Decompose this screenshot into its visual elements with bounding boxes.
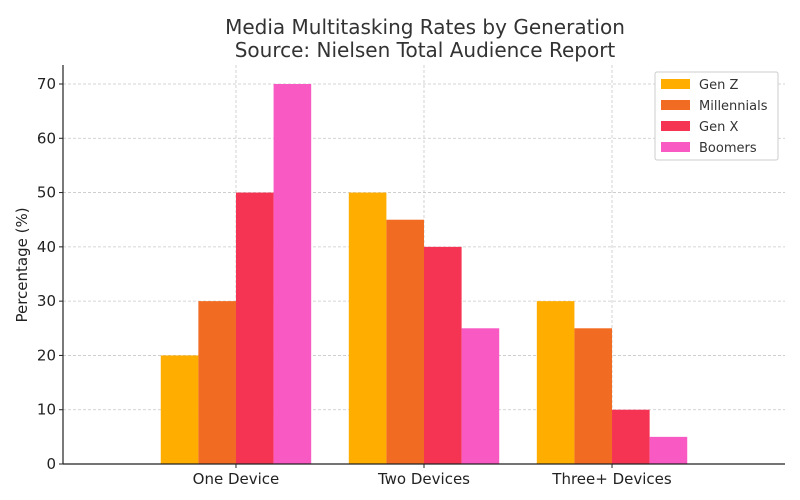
legend-swatch bbox=[661, 121, 690, 131]
y-tick-label: 10 bbox=[37, 401, 56, 419]
axes bbox=[59, 65, 785, 468]
legend-label: Gen Z bbox=[699, 78, 738, 93]
bar-gen-z-0 bbox=[160, 355, 199, 464]
legend-label: Millennials bbox=[699, 99, 768, 114]
y-tick-label: 70 bbox=[37, 75, 56, 93]
bar-gen-x-1 bbox=[424, 246, 462, 464]
legend-frame bbox=[654, 71, 779, 161]
bar-boomers-2 bbox=[649, 436, 688, 464]
legend-swatch bbox=[661, 100, 690, 110]
bar-gen-x-2 bbox=[612, 409, 650, 464]
bar-gen-z-1 bbox=[348, 192, 387, 465]
bar-millennials-0 bbox=[198, 301, 236, 464]
bar-gen-x-0 bbox=[235, 192, 274, 465]
bar-boomers-0 bbox=[273, 84, 312, 464]
x-tick-label: Two Devices bbox=[377, 470, 470, 488]
legend: Gen Z Millennials Gen X Boomers bbox=[654, 71, 779, 161]
bar-boomers-1 bbox=[461, 328, 500, 464]
tick-labels: 0 10 20 30 40 50 60 70 One Device Two Devices Thre… bbox=[37, 75, 672, 488]
chart-subtitle: Source: Nielsen Total Audience Report bbox=[235, 38, 616, 62]
bars bbox=[160, 84, 688, 465]
y-tick-label: 30 bbox=[37, 292, 56, 310]
y-tick-label: 20 bbox=[37, 346, 56, 364]
chart-title: Media Multitasking Rates by Generation bbox=[225, 15, 625, 39]
y-tick-label: 60 bbox=[37, 129, 56, 147]
legend-swatch bbox=[661, 79, 690, 89]
legend-label: Boomers bbox=[699, 141, 757, 156]
bar-gen-z-2 bbox=[536, 301, 575, 464]
bar-millennials-1 bbox=[386, 219, 424, 464]
legend-label: Gen X bbox=[699, 120, 738, 135]
bar-millennials-2 bbox=[574, 328, 613, 464]
y-axis-label: Percentage (%) bbox=[13, 207, 31, 322]
y-tick-label: 50 bbox=[37, 184, 56, 202]
y-tick-label: 40 bbox=[37, 238, 56, 256]
x-tick-label: One Device bbox=[193, 470, 280, 488]
x-tick-label: Three+ Devices bbox=[551, 470, 672, 488]
y-tick-label: 0 bbox=[46, 455, 56, 473]
legend-swatch bbox=[661, 142, 690, 152]
